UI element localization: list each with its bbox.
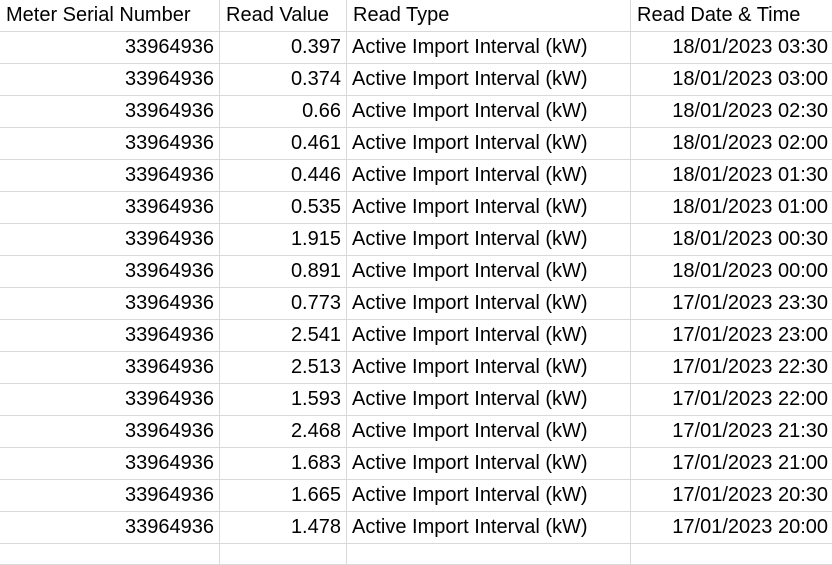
cell-read-value[interactable]: 0.773: [220, 288, 347, 320]
cell-read-value[interactable]: 0.374: [220, 64, 347, 96]
cell-read-value[interactable]: 2.513: [220, 352, 347, 384]
cell-read-date-time[interactable]: 18/01/2023 02:00: [631, 128, 832, 160]
cell-read-type[interactable]: Active Import Interval (kW): [347, 32, 631, 64]
cell-read-date-time[interactable]: 17/01/2023 21:30: [631, 416, 832, 448]
cell-read-value[interactable]: 1.665: [220, 480, 347, 512]
cell-read-type[interactable]: Active Import Interval (kW): [347, 96, 631, 128]
cell-meter-serial-number[interactable]: 33964936: [0, 128, 220, 160]
cell-read-type[interactable]: Active Import Interval (kW): [347, 64, 631, 96]
cell-read-date-time[interactable]: 17/01/2023 22:30: [631, 352, 832, 384]
cell-read-value[interactable]: 2.468: [220, 416, 347, 448]
cell-read-date-time[interactable]: 18/01/2023 02:30: [631, 96, 832, 128]
cell-read-date-time[interactable]: 18/01/2023 01:30: [631, 160, 832, 192]
cell-meter-serial-number[interactable]: 33964936: [0, 480, 220, 512]
cell-read-date-time[interactable]: 18/01/2023 03:30: [631, 32, 832, 64]
cell-read-type[interactable]: Active Import Interval (kW): [347, 288, 631, 320]
cell-read-value[interactable]: 0.66: [220, 96, 347, 128]
cell-meter-serial-number[interactable]: 33964936: [0, 448, 220, 480]
cell-meter-serial-number[interactable]: 33964936: [0, 192, 220, 224]
cell-meter-serial-number[interactable]: 33964936: [0, 256, 220, 288]
cell-read-type[interactable]: Active Import Interval (kW): [347, 384, 631, 416]
cell-read-value[interactable]: 2.541: [220, 320, 347, 352]
empty-cell[interactable]: [220, 544, 347, 565]
cell-read-value[interactable]: 1.915: [220, 224, 347, 256]
cell-meter-serial-number[interactable]: 33964936: [0, 96, 220, 128]
cell-meter-serial-number[interactable]: 33964936: [0, 288, 220, 320]
cell-read-date-time[interactable]: 17/01/2023 23:00: [631, 320, 832, 352]
cell-read-type[interactable]: Active Import Interval (kW): [347, 320, 631, 352]
cell-read-date-time[interactable]: 17/01/2023 23:30: [631, 288, 832, 320]
cell-read-type[interactable]: Active Import Interval (kW): [347, 224, 631, 256]
cell-read-type[interactable]: Active Import Interval (kW): [347, 448, 631, 480]
cell-meter-serial-number[interactable]: 33964936: [0, 64, 220, 96]
cell-meter-serial-number[interactable]: 33964936: [0, 160, 220, 192]
cell-meter-serial-number[interactable]: 33964936: [0, 352, 220, 384]
cell-read-value[interactable]: 0.461: [220, 128, 347, 160]
cell-read-value[interactable]: 0.446: [220, 160, 347, 192]
cell-read-date-time[interactable]: 18/01/2023 03:00: [631, 64, 832, 96]
cell-read-type[interactable]: Active Import Interval (kW): [347, 512, 631, 544]
cell-read-date-time[interactable]: 18/01/2023 01:00: [631, 192, 832, 224]
empty-row: [0, 544, 832, 565]
cell-read-value[interactable]: 0.535: [220, 192, 347, 224]
cell-read-type[interactable]: Active Import Interval (kW): [347, 128, 631, 160]
empty-cell[interactable]: [631, 544, 832, 565]
cell-read-date-time[interactable]: 17/01/2023 22:00: [631, 384, 832, 416]
cell-meter-serial-number[interactable]: 33964936: [0, 224, 220, 256]
empty-cell[interactable]: [0, 544, 220, 565]
cell-read-date-time[interactable]: 17/01/2023 21:00: [631, 448, 832, 480]
cell-read-date-time[interactable]: 18/01/2023 00:00: [631, 256, 832, 288]
cell-meter-serial-number[interactable]: 33964936: [0, 416, 220, 448]
cell-meter-serial-number[interactable]: 33964936: [0, 32, 220, 64]
cell-read-type[interactable]: Active Import Interval (kW): [347, 160, 631, 192]
empty-cell[interactable]: [347, 544, 631, 565]
header-read-value[interactable]: Read Value: [220, 0, 347, 32]
cell-read-value[interactable]: 1.478: [220, 512, 347, 544]
header-read-type[interactable]: Read Type: [347, 0, 631, 32]
header-meter-serial-number[interactable]: Meter Serial Number: [0, 0, 220, 32]
header-row: Meter Serial Number Read Value Read Type…: [0, 0, 832, 32]
cell-read-value[interactable]: 0.891: [220, 256, 347, 288]
cell-meter-serial-number[interactable]: 33964936: [0, 320, 220, 352]
cell-meter-serial-number[interactable]: 33964936: [0, 384, 220, 416]
cell-read-date-time[interactable]: 18/01/2023 00:30: [631, 224, 832, 256]
cell-read-type[interactable]: Active Import Interval (kW): [347, 480, 631, 512]
cell-read-value[interactable]: 1.683: [220, 448, 347, 480]
cell-read-type[interactable]: Active Import Interval (kW): [347, 416, 631, 448]
cell-read-value[interactable]: 1.593: [220, 384, 347, 416]
cell-meter-serial-number[interactable]: 33964936: [0, 512, 220, 544]
cell-read-type[interactable]: Active Import Interval (kW): [347, 256, 631, 288]
cell-read-type[interactable]: Active Import Interval (kW): [347, 192, 631, 224]
cell-read-date-time[interactable]: 17/01/2023 20:30: [631, 480, 832, 512]
cell-read-type[interactable]: Active Import Interval (kW): [347, 352, 631, 384]
header-read-date-time[interactable]: Read Date & Time: [631, 0, 832, 32]
cell-read-value[interactable]: 0.397: [220, 32, 347, 64]
cell-read-date-time[interactable]: 17/01/2023 20:00: [631, 512, 832, 544]
